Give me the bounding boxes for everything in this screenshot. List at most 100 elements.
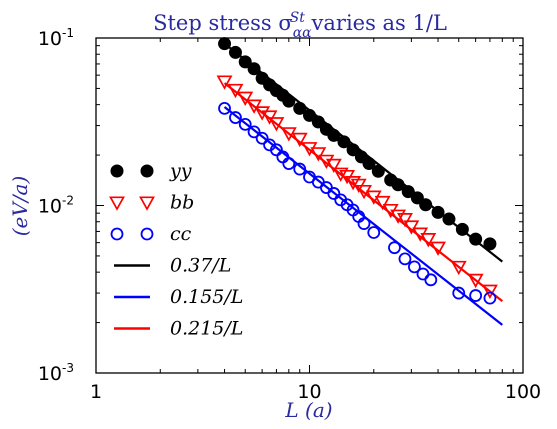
data-point-yy [371,164,385,178]
data-point-bb [254,106,271,121]
data-point-cc [483,291,497,305]
data-point-yy [419,198,433,212]
legend-marker-bb [109,196,125,211]
data-point-bb [430,241,446,256]
y-tick-label: 10-3 [38,361,74,385]
data-point-cc [293,162,307,176]
data-point-bb [397,213,413,228]
data-point-bb [450,260,467,276]
data-point-yy [337,135,351,149]
data-point-yy [282,94,296,108]
data-point-yy [469,232,483,246]
data-point-yy [410,191,424,205]
data-point-bb [374,195,391,211]
data-point-cc [282,157,296,170]
x-axis-label: L (a) [284,398,332,422]
data-point-bb [345,176,362,191]
y-tick-label-exponent: -3 [62,361,74,375]
data-point-bb [261,110,278,125]
data-point-cc [469,289,483,302]
data-point-cc [367,226,381,239]
data-markers [216,37,498,305]
data-point-cc [255,131,269,145]
legend-label: cc [170,223,192,245]
x-tick-label: 1 [90,381,102,403]
data-point-cc [416,267,430,281]
data-point-bb [216,75,233,90]
legend-marker-cc [140,227,154,241]
plot-frame [95,37,524,374]
data-point-bb [332,167,349,182]
data-point-bb [403,220,420,235]
data-point-yy [303,108,316,122]
data-point-yy [311,115,325,129]
data-point-yy [431,205,445,219]
data-point-bb [467,273,484,289]
y-tick-label-base: 10 [38,196,62,218]
data-point-cc [424,273,438,287]
y-axis-label: (eV/a) [8,176,32,237]
data-point-cc [311,175,325,189]
data-point-yy [228,45,242,59]
data-point-yy [442,212,456,226]
data-point-cc [452,286,466,300]
data-point-yy [391,178,405,192]
data-point-yy [238,55,252,69]
data-point-yy [483,237,497,251]
data-point-bb [227,83,244,99]
y-tick-label: 10-2 [38,194,74,218]
data-point-yy [247,62,261,76]
data-point-cc [247,125,261,139]
data-point-bb [318,154,335,169]
data-point-bb [268,117,285,132]
legend-marker-yy [110,164,124,178]
data-point-bb [481,284,498,299]
y-tick-label-exponent: -2 [62,194,74,208]
legend: yy bb cc 0.37/L 0.155/L 0.215/L [109,160,243,340]
data-point-bb [246,99,263,114]
data-point-cc [398,252,412,266]
data-point-yy [362,157,376,171]
legend-label: bb [170,192,194,214]
y-tick-label: 10-1 [38,26,74,50]
data-point-bb [237,91,254,106]
chart-title-main: Step stress σ [153,11,293,35]
data-point-cc [408,260,421,274]
data-point-yy [218,37,232,51]
data-point-bb [280,127,297,142]
data-point-yy [346,143,360,157]
data-point-yy [293,101,307,115]
data-point-cc [388,241,401,255]
data-point-bb [420,233,437,248]
data-point-yy [327,128,341,142]
chart-title-rest: varies as 1/L [305,11,447,35]
legend-label: yy [169,160,192,182]
x-tick-label: 10 [297,381,321,403]
chart-title-superscript: St [290,10,306,26]
data-point-cc [238,117,252,131]
legend-label: 0.37/L [170,255,231,277]
data-point-cc [357,217,371,230]
chart-title-subscript: αα [293,25,312,41]
chart-title: Step stress σααSt varies as 1/L [153,10,447,41]
y-tick-label-base: 10 [38,28,62,50]
data-point-bb [291,132,308,148]
legend-label: 0.215/L [170,318,243,340]
data-point-yy [455,222,469,236]
legend-marker-cc [110,227,124,241]
data-point-cc [270,143,283,157]
data-point-cc [229,111,242,124]
data-point-yy [401,185,415,199]
legend-label: 0.155/L [170,286,243,308]
data-point-cc [218,101,231,115]
data-point-bb [390,209,407,224]
y-tick-label-base: 10 [38,363,62,385]
legend-marker-yy [140,164,154,178]
data-point-bb [325,158,342,174]
data-point-cc [327,187,341,200]
legend-marker-bb [139,196,155,211]
data-point-bb [310,147,327,162]
x-tick-label: 100 [505,381,541,403]
